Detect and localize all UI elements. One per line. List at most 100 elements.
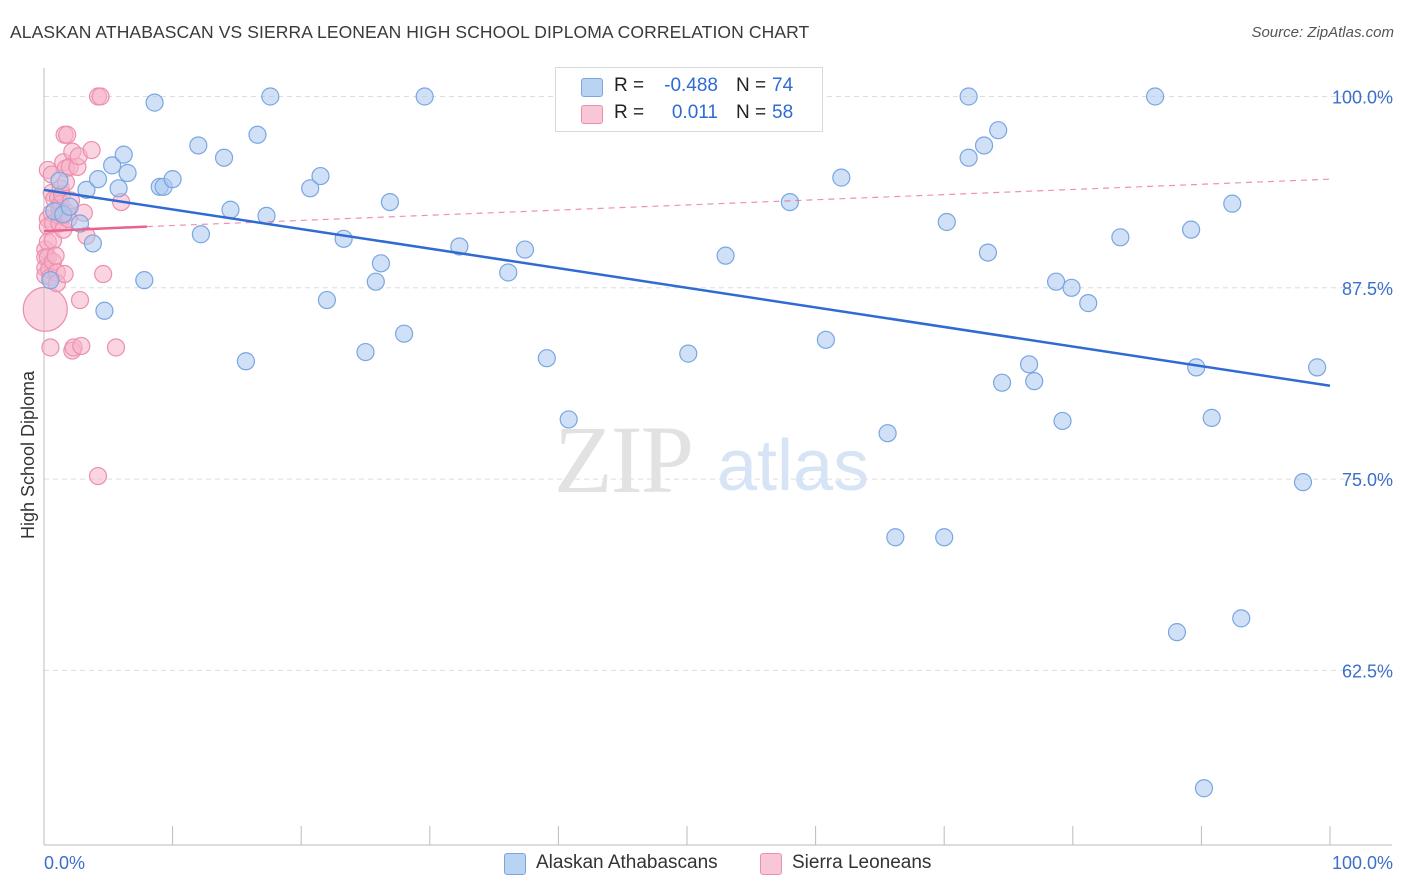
alaskan-athabascan-point — [394, 324, 414, 343]
alaskan-athabascan-point — [70, 214, 90, 233]
alaskan-athabascan-point — [515, 240, 535, 259]
sierra-leonean-point — [58, 125, 77, 144]
alaskan-athabascan-point — [109, 179, 128, 198]
alaskan-athabascan-point — [356, 342, 375, 362]
bottom-legend-label-athabascan: Alaskan Athabascans — [536, 852, 718, 873]
alaskan-athabascan-point — [41, 271, 60, 290]
sierra-leonean-point — [88, 466, 108, 486]
sierra-leonean-point — [46, 246, 65, 265]
legend-r-label: R = — [614, 102, 645, 123]
legend-r-label: R = — [614, 75, 645, 96]
alaskan-athabascan-point — [103, 156, 122, 175]
alaskan-athabascan-point — [1079, 294, 1098, 313]
alaskan-athabascan-point — [118, 163, 137, 183]
alaskan-athabascan-point — [974, 136, 994, 155]
chart-title: ALASKAN ATHABASCAN VS SIERRA LEONEAN HIG… — [10, 22, 810, 42]
alaskan-athabascan-point — [716, 246, 735, 265]
sierra-leonean-point — [106, 338, 126, 357]
alaskan-athabascan-point — [937, 212, 956, 232]
alaskan-athabascan-point — [1146, 87, 1165, 106]
alaskan-athabascan-point — [145, 93, 164, 112]
alaskan-athabascan-point — [261, 87, 280, 106]
alaskan-athabascan-trend-line — [43, 188, 1331, 387]
alaskan-athabascan-point — [1182, 220, 1201, 239]
bottom-legend-label-sierra-leonean: Sierra Leoneans — [792, 852, 932, 873]
axis-labels: 62.5% 75.0% 87.5% 100.0% 0.0% 100.0% High Scho… — [18, 88, 1393, 874]
alaskan-athabascan-point — [1019, 355, 1039, 374]
alaskan-athabascan-point — [77, 180, 96, 199]
y-tick-label: 87.5% — [1342, 279, 1393, 299]
alaskan-athabascan-point — [88, 170, 108, 189]
alaskan-athabascan-point — [1293, 473, 1313, 492]
sierra-leonean-point — [72, 336, 91, 356]
x-tick-label-min: 0.0% — [44, 853, 85, 873]
alaskan-athabascan-point — [1194, 779, 1214, 798]
alaskan-athabascan-point — [992, 373, 1012, 392]
legend-row-athabascan: R = -0.488 N = 74 — [556, 74, 822, 100]
alaskan-athabascan-points — [41, 87, 1327, 798]
alaskan-athabascan-point — [935, 528, 954, 547]
alaskan-athabascan-point — [366, 272, 385, 291]
alaskan-athabascan-point — [878, 424, 897, 443]
sierra-leonean-point — [22, 286, 68, 332]
legend-r-value: -0.488 — [664, 75, 718, 96]
legend-n-label: N = — [736, 75, 767, 96]
legend-swatch-blue — [581, 78, 603, 97]
alaskan-athabascan-point — [60, 197, 79, 216]
alaskan-athabascan-point — [50, 171, 69, 190]
y-axis-title: High School Diploma — [18, 370, 38, 539]
alaskan-athabascan-point — [189, 136, 208, 155]
sierra-leonean-trend-extended — [146, 178, 1331, 228]
legend-r-value: 0.011 — [671, 102, 718, 123]
bottom-legend-swatch-blue — [504, 853, 526, 875]
alaskan-athabascan-point — [832, 168, 851, 187]
legend-n-label: N = — [736, 102, 767, 123]
alaskan-athabascan-point — [978, 243, 998, 262]
alaskan-athabascan-point — [334, 229, 353, 248]
alaskan-athabascan-point — [537, 349, 556, 368]
alaskan-athabascan-point — [317, 290, 337, 310]
alaskan-athabascan-point — [499, 263, 518, 282]
alaskan-athabascan-point — [221, 200, 240, 219]
sierra-leonean-point — [70, 290, 90, 310]
source-credit: Source: ZipAtlas.com — [1251, 24, 1394, 41]
alaskan-athabascan-point — [559, 410, 578, 429]
alaskan-athabascan-point — [959, 87, 978, 106]
alaskan-athabascan-point — [679, 344, 698, 363]
y-tick-label: 100.0% — [1332, 88, 1393, 108]
alaskan-athabascan-point — [415, 87, 434, 106]
sierra-leonean-points — [22, 87, 131, 486]
watermark-atlas: atlas — [717, 426, 869, 506]
alaskan-athabascan-point — [450, 237, 469, 256]
x-tick-label-max: 100.0% — [1332, 853, 1393, 873]
watermark: ZIP atlas — [554, 406, 869, 513]
alaskan-athabascan-point — [1025, 372, 1044, 391]
sierra-leonean-point — [94, 264, 113, 284]
legend-n-value: 74 — [772, 75, 794, 96]
alaskan-athabascan-point — [114, 145, 133, 164]
alaskan-athabascan-point — [214, 148, 234, 167]
alaskan-athabascan-point — [191, 225, 210, 244]
y-tick-label: 62.5% — [1342, 661, 1393, 681]
alaskan-athabascan-point — [1046, 272, 1066, 291]
sierra-leonean-point — [91, 87, 110, 106]
alaskan-athabascan-point — [959, 148, 978, 167]
alaskan-athabascan-point — [380, 192, 400, 212]
alaskan-athabascan-point — [163, 170, 182, 189]
bottom-legend-swatch-pink — [760, 853, 782, 875]
sierra-leonean-trend-line — [43, 225, 147, 233]
watermark-zip: ZIP — [554, 406, 692, 513]
alaskan-athabascan-point — [1053, 411, 1072, 431]
alaskan-athabascan-point — [1062, 278, 1081, 297]
alaskan-athabascan-point — [1223, 194, 1242, 213]
legend-n-value: 58 — [772, 102, 794, 123]
alaskan-athabascan-point — [1167, 623, 1187, 642]
alaskan-athabascan-point — [301, 179, 320, 198]
alaskan-athabascan-point — [248, 125, 267, 144]
alaskan-athabascan-point — [780, 192, 799, 212]
alaskan-athabascan-point — [1308, 358, 1327, 377]
alaskan-athabascan-point — [1232, 609, 1251, 628]
grid-layer — [44, 96, 1392, 671]
legend-swatch-pink — [581, 105, 603, 124]
